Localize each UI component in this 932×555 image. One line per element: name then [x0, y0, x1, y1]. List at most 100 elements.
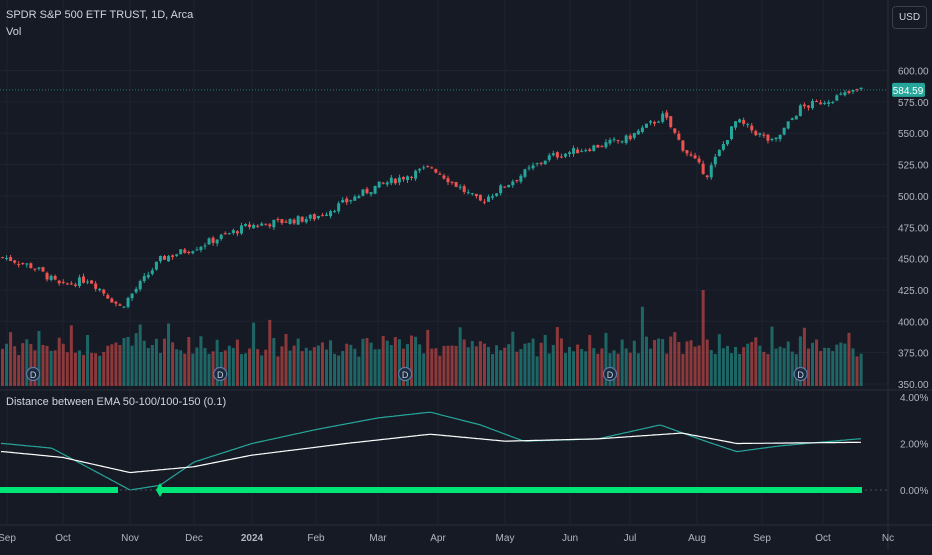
- candle-body: [806, 105, 810, 108]
- candle-body: [49, 275, 53, 280]
- candle-body: [815, 101, 819, 103]
- candle-body: [61, 281, 65, 283]
- volume-bar: [418, 344, 422, 386]
- candle-body: [446, 178, 450, 183]
- volume-bar: [73, 352, 77, 386]
- candle-body: [434, 169, 438, 173]
- volume-bar: [482, 343, 486, 386]
- candle-body: [41, 267, 45, 272]
- candle-body: [98, 288, 102, 291]
- candle-body: [248, 224, 252, 227]
- volume-bar: [397, 339, 401, 386]
- volume-bar: [721, 348, 725, 386]
- volume-bar: [235, 339, 239, 386]
- candle-body: [539, 162, 543, 164]
- time-axis[interactable]: Sep Oct Nov Dec 2024 Feb Mar Apr May Jun Jul Aug Sep…: [0, 533, 894, 544]
- indicator-title: Distance between EMA 50-100/100-150 (0.1…: [6, 396, 227, 408]
- volume-bar: [851, 348, 855, 386]
- candle-body: [146, 274, 150, 278]
- price-axis[interactable]: 600.00 575.00 550.00 525.00 500.00 475.00 450.…: [892, 67, 929, 391]
- candle-body: [69, 283, 73, 285]
- candle-body: [555, 152, 559, 158]
- volume-bar: [511, 331, 515, 386]
- volume-bar: [154, 338, 158, 386]
- candle-body: [365, 188, 369, 194]
- price-candles[interactable]: [0, 87, 888, 309]
- dividend-marker: D: [602, 366, 618, 382]
- volume-bar: [260, 355, 264, 386]
- volume-bar: [385, 340, 389, 386]
- volume-bar: [669, 336, 673, 386]
- volume-bar: [551, 344, 555, 386]
- volume-bar: [515, 351, 519, 386]
- price-tick-label: 550.00: [898, 129, 929, 140]
- volume-bar: [5, 343, 9, 386]
- dividend-label: D: [402, 370, 409, 380]
- candle-body: [142, 276, 146, 282]
- candle-body: [438, 173, 442, 175]
- candle-body: [685, 150, 689, 154]
- candle-body: [649, 121, 652, 123]
- candle-body: [689, 154, 693, 156]
- volume-bar: [426, 329, 430, 386]
- candle-body: [426, 165, 430, 167]
- currency-button[interactable]: USD: [892, 6, 927, 29]
- volume-bar: [843, 343, 847, 386]
- volume-bar: [543, 334, 547, 386]
- candle-body: [86, 281, 90, 283]
- candle-body: [847, 91, 851, 93]
- candle-body: [401, 177, 405, 180]
- volume-bar: [681, 353, 685, 386]
- candle-body: [410, 176, 414, 178]
- candle-body: [681, 140, 685, 151]
- volume-bar: [640, 306, 644, 386]
- candle-body: [697, 158, 701, 163]
- candle-body: [207, 238, 211, 245]
- volume-bar: [77, 350, 81, 386]
- volume-bar: [353, 348, 357, 386]
- dividend-label: D: [217, 370, 224, 380]
- volume-bar: [705, 339, 709, 386]
- volume-bar: [584, 351, 588, 386]
- volume-bar: [118, 345, 122, 386]
- volume-bar: [434, 348, 438, 386]
- volume-bar: [195, 347, 199, 386]
- volume-bar: [835, 344, 839, 386]
- candle-body: [422, 167, 426, 169]
- candle-body: [199, 246, 203, 251]
- volume-bar: [592, 348, 596, 386]
- candle-body: [596, 145, 600, 148]
- volume-bar: [811, 342, 814, 386]
- candle-body: [187, 252, 191, 254]
- candle-body: [624, 135, 628, 143]
- volume-bar: [365, 338, 369, 386]
- candle-body: [543, 160, 547, 165]
- dividend-label: D: [797, 370, 804, 380]
- volume-bar: [296, 338, 300, 386]
- volume-bar: [430, 348, 434, 386]
- price-tick-label: 450.00: [898, 255, 929, 266]
- candle-body: [454, 181, 458, 187]
- volume-bar: [665, 353, 669, 386]
- candle-body: [450, 181, 454, 183]
- volume-bar: [462, 339, 466, 386]
- volume-bars: [1, 290, 863, 386]
- candle-body: [244, 224, 247, 226]
- volume-bar: [600, 348, 604, 386]
- ema-distance-lines: [0, 411, 888, 497]
- time-tick-label: Aug: [688, 533, 706, 544]
- candle-body: [183, 249, 187, 253]
- volume-bar: [272, 338, 276, 386]
- candle-body: [580, 151, 584, 153]
- candle-body: [750, 125, 754, 131]
- volume-bar: [499, 350, 503, 386]
- volume-bar: [207, 353, 211, 386]
- volume-bar: [17, 355, 21, 386]
- candle-body: [734, 121, 738, 128]
- candle-body: [114, 301, 118, 304]
- last-price-badge: [892, 82, 925, 97]
- volume-bar: [697, 345, 701, 386]
- volume-bar: [422, 353, 426, 386]
- volume-bar: [859, 353, 863, 386]
- volume-bar: [65, 352, 69, 386]
